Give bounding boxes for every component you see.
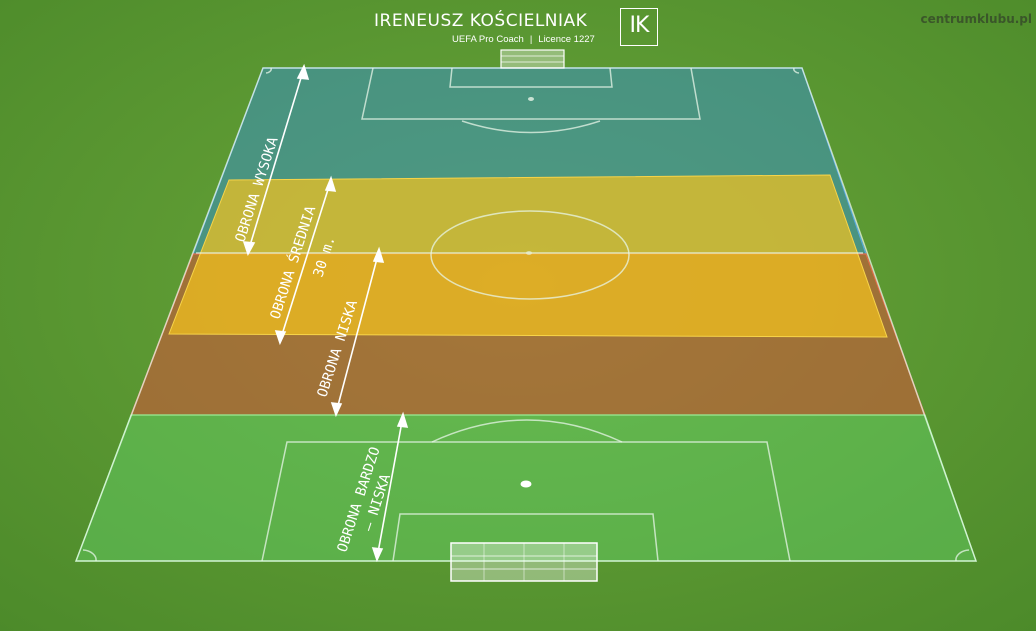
corner-arc-bottom-right	[955, 549, 970, 562]
top-penalty-spot	[528, 97, 534, 101]
arrowhead	[330, 402, 343, 418]
centre-spot	[526, 251, 532, 255]
pitch-boundary	[74, 67, 978, 562]
corner-arc-top-right	[793, 67, 800, 74]
arrowhead	[274, 330, 287, 346]
arrowhead	[371, 547, 384, 563]
arrow-medium-defence	[279, 179, 332, 342]
bottom-penalty-area	[261, 441, 791, 562]
zone-very-low-defence	[75, 414, 977, 562]
site-watermark: centrumklubu.pl	[920, 12, 1032, 26]
top-penalty-arc	[461, 120, 601, 134]
coach-credentials: UEFA Pro Coach | Licence 1227	[452, 34, 595, 45]
bottom-penalty-arc	[431, 419, 623, 443]
bottom-goal	[450, 542, 598, 582]
ik-logo: IK	[620, 8, 658, 46]
arrowhead	[324, 175, 337, 192]
corner-arc-bottom-left	[82, 549, 97, 562]
arrowhead	[242, 241, 256, 256]
top-penalty-area	[361, 67, 701, 120]
bottom-goal-area	[392, 513, 659, 562]
coach-name: IRENEUSZ KOŚCIELNIAK	[374, 11, 588, 31]
arrowhead	[296, 63, 310, 80]
zone-medium-defence	[168, 174, 888, 338]
arrowhead	[396, 411, 409, 428]
corner-arc-top-left	[265, 67, 272, 74]
arrow-high-defence	[247, 67, 305, 253]
centre-circle	[430, 210, 630, 300]
arrow-low-defence	[335, 250, 380, 414]
arrow-very-low-defence	[376, 415, 404, 559]
credentials-separator: |	[529, 34, 533, 45]
coach-licence: Licence 1227	[538, 34, 595, 45]
top-goal	[500, 49, 565, 69]
bottom-penalty-spot	[520, 480, 532, 488]
top-goal-area	[449, 67, 613, 88]
coach-title: UEFA Pro Coach	[452, 34, 524, 45]
arrowhead	[372, 246, 385, 263]
